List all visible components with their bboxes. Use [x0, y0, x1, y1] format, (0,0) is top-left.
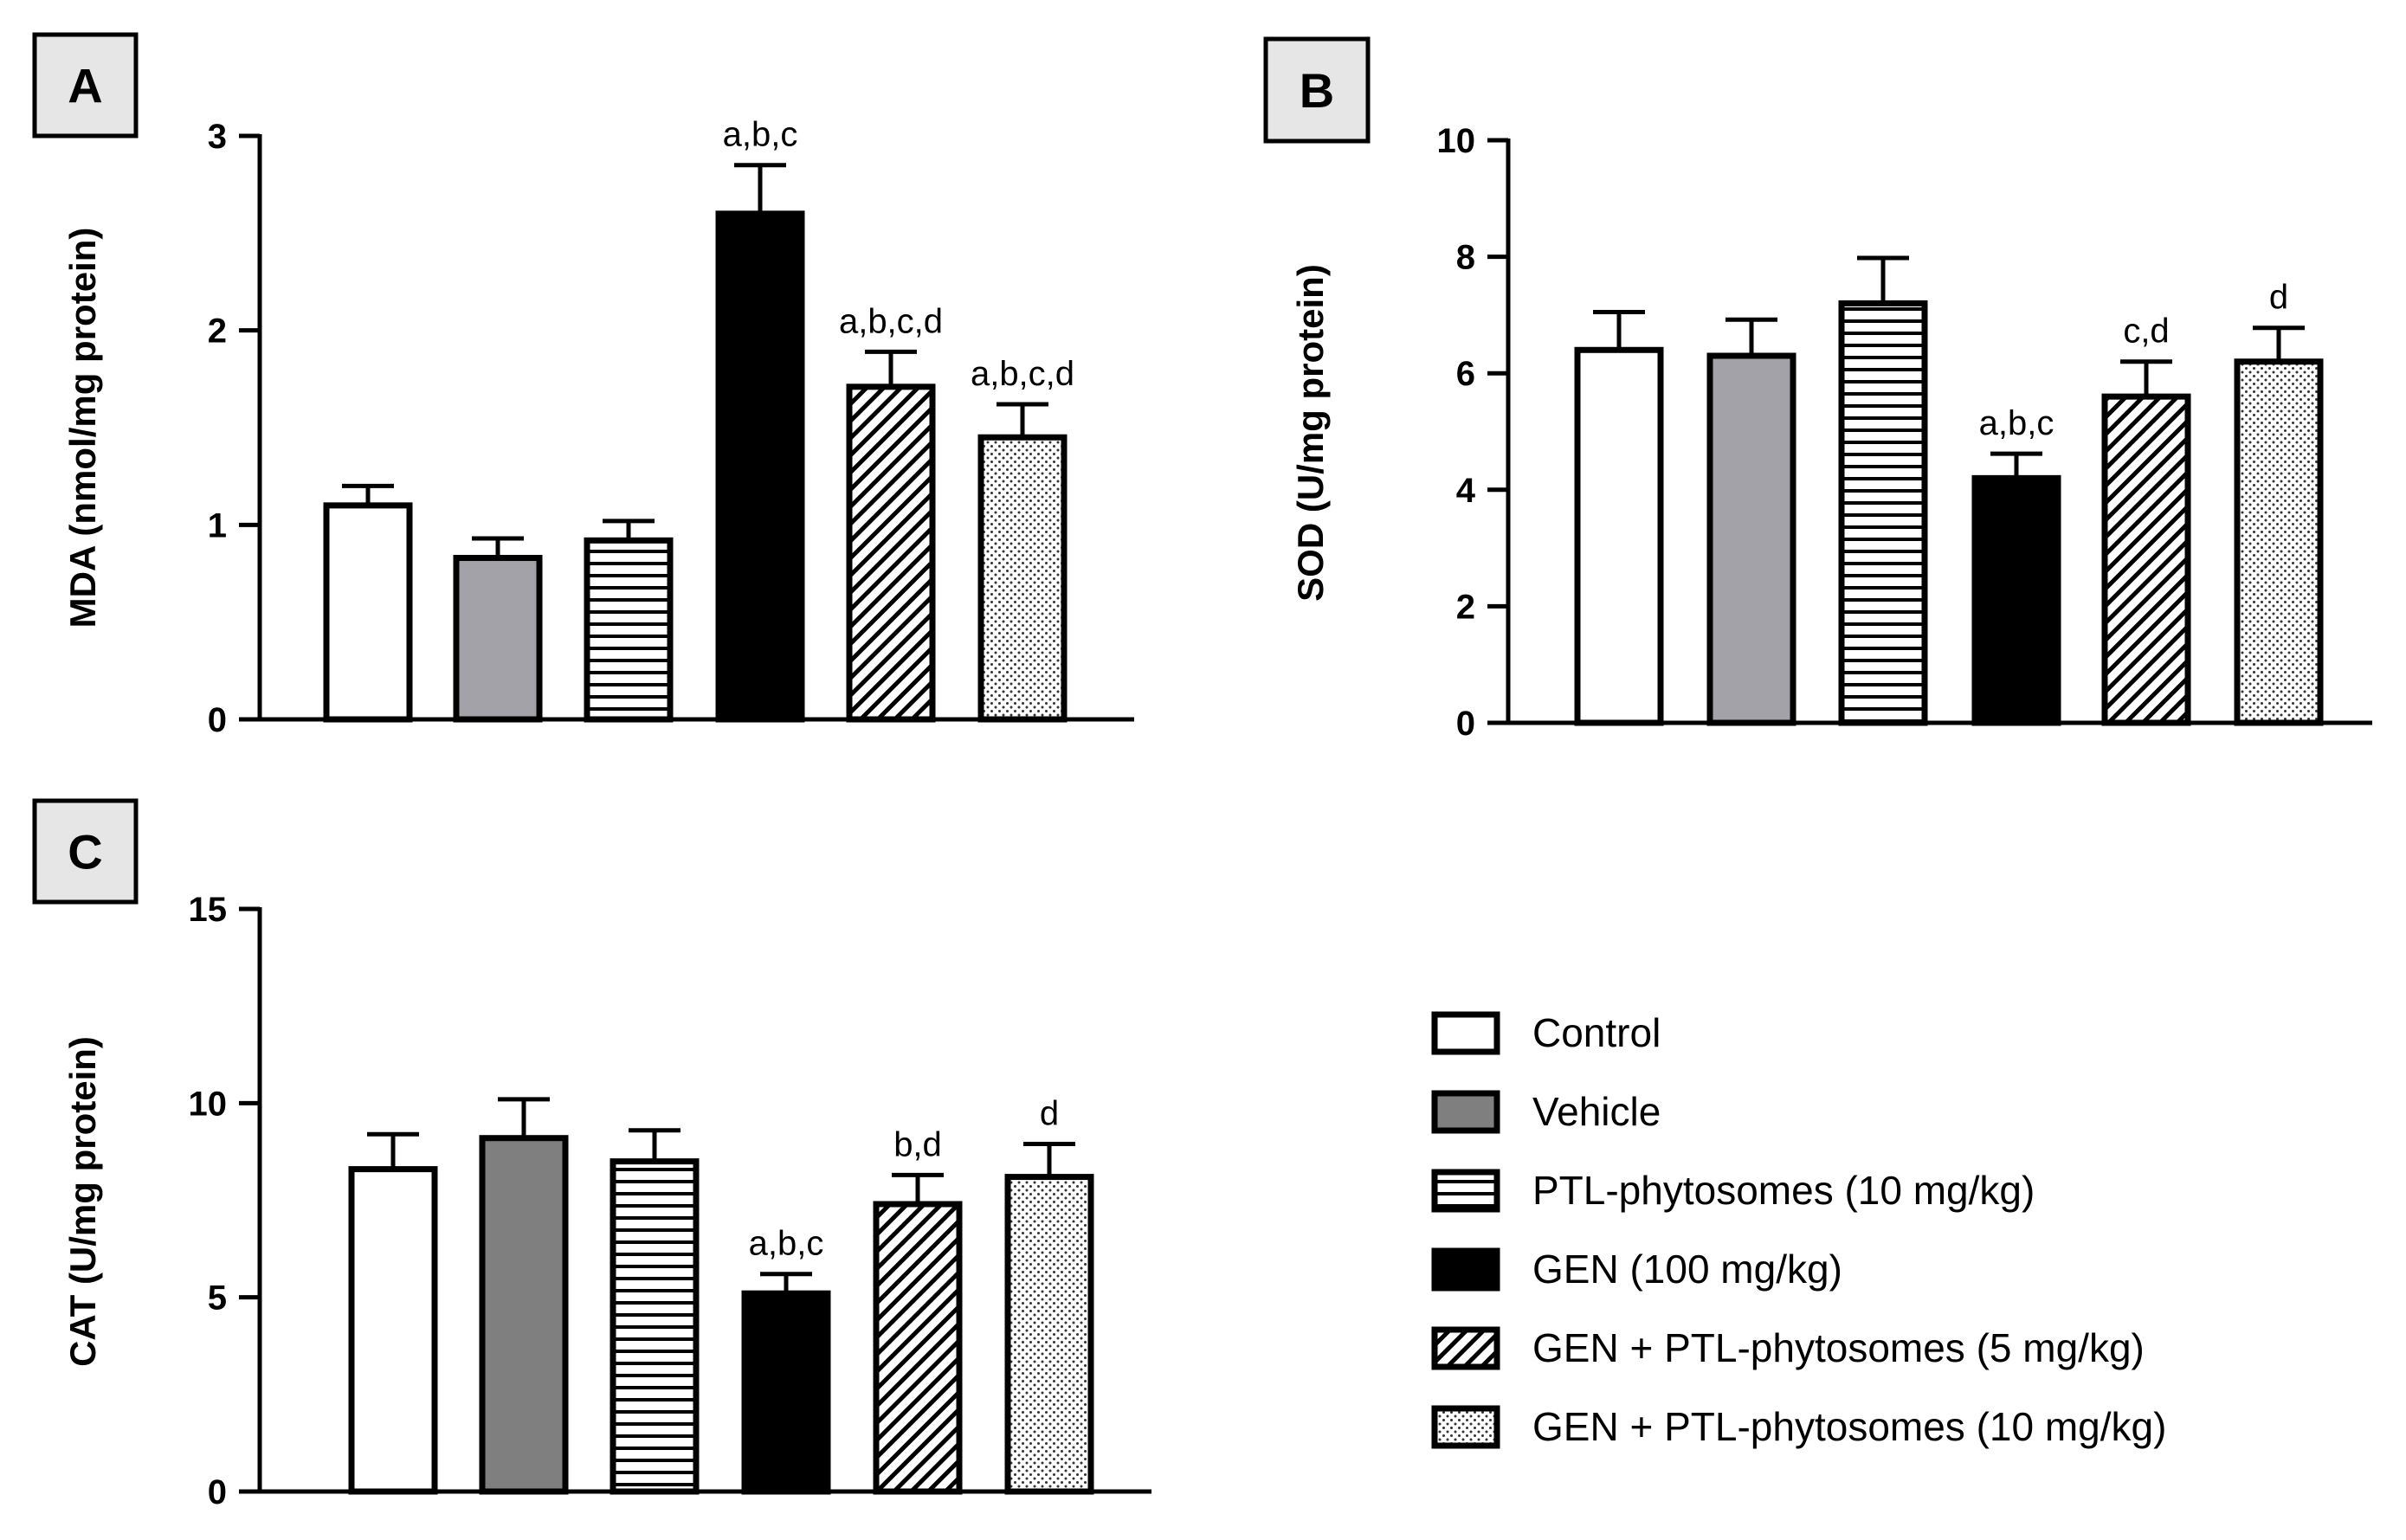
legend-swatch-vehicle	[1431, 1090, 1500, 1134]
panel-label: A	[68, 59, 102, 113]
panel-label-box	[1263, 36, 1371, 144]
significance-label-4: c,d	[2123, 313, 2169, 351]
bar-0	[348, 1166, 438, 1495]
y-tick-label: 0	[208, 1473, 227, 1511]
significance-label-3: a,b,c	[723, 116, 798, 154]
y-tick-label: 15	[189, 891, 228, 929]
legend-label-vehicle: Vehicle	[1532, 1089, 1661, 1134]
bar-5	[1004, 1174, 1094, 1495]
significance-label-5: d	[1040, 1094, 1059, 1132]
legend-label-control: Control	[1532, 1010, 1661, 1055]
bar-3	[1971, 474, 2061, 726]
legend-label-ptl10: PTL-phytosomes (10 mg/kg)	[1532, 1168, 2035, 1213]
legend-label-gen-ptl5: GEN + PTL-phytosomes (5 mg/kg)	[1532, 1325, 2145, 1370]
significance-label-3: a,b,c	[749, 1225, 824, 1263]
y-tick-label: 0	[1456, 705, 1475, 743]
y-tick-label: 10	[1437, 122, 1476, 160]
significance-label-4: a,b,c,d	[839, 302, 943, 340]
bar-1	[479, 1135, 569, 1495]
y-tick-label: 4	[1456, 472, 1476, 510]
significance-label-5: d	[2269, 279, 2288, 317]
y-tick-label: 2	[1456, 588, 1475, 626]
bar-4	[2101, 393, 2191, 726]
y-tick-label: 8	[1456, 239, 1475, 277]
legend-label-gen-ptl10: GEN + PTL-phytosomes (10 mg/kg)	[1532, 1404, 2166, 1449]
significance-label-4: b,d	[893, 1125, 942, 1163]
chart-panel-c: C CAT (U/mg protein) 0 5 10 15 a,b,c b,d d	[32, 798, 1151, 1511]
legend-swatch-control	[1431, 1011, 1500, 1055]
legend: Control Vehicle PTL-phytosomes (10 mg/kg…	[1431, 1010, 2166, 1449]
chart-panel-a: A MDA (nmol/mg protein) 0 1 2 3 a,b,c a,b,c,d a,…	[32, 32, 1134, 739]
legend-swatch-ptl10	[1431, 1169, 1500, 1213]
y-tick-label: 3	[208, 118, 227, 156]
y-tick-label: 6	[1456, 355, 1475, 393]
y-tick-label: 5	[208, 1279, 227, 1318]
bar-0	[323, 502, 413, 723]
bar-5	[977, 434, 1068, 723]
chart-panel-b: B SOD (U/mg protein) 0 2 4 6 8 10 a,b,c c,d d	[1263, 36, 2372, 743]
legend-swatch-gen-ptl5	[1431, 1326, 1500, 1370]
bar-2	[584, 537, 674, 723]
panel-label: B	[1300, 63, 1334, 118]
bar-4	[846, 383, 936, 723]
legend-label-gen: GEN (100 mg/kg)	[1532, 1247, 1842, 1292]
y-tick-label: 10	[189, 1085, 228, 1123]
bar-1	[1706, 352, 1796, 726]
y-axis-title: SOD (U/mg protein)	[1290, 264, 1331, 602]
bar-3	[741, 1290, 831, 1495]
y-tick-label: 1	[208, 506, 227, 544]
y-tick-label: 2	[208, 313, 227, 351]
legend-swatch-gen	[1431, 1247, 1500, 1292]
bar-5	[2234, 358, 2324, 726]
panel-label-box	[32, 32, 139, 139]
significance-label-3: a,b,c	[1979, 404, 2054, 442]
bar-2	[610, 1158, 700, 1495]
bar-2	[1838, 300, 1928, 726]
bar-4	[873, 1201, 963, 1495]
y-axis-title: CAT (U/mg protein)	[62, 1036, 103, 1367]
panel-label: C	[68, 825, 102, 880]
bar-1	[453, 555, 543, 723]
significance-label-5: a,b,c,d	[971, 355, 1074, 393]
panel-label-box	[32, 798, 139, 905]
bar-3	[715, 210, 805, 723]
bar-0	[1574, 346, 1664, 726]
y-tick-label: 0	[208, 701, 227, 739]
legend-swatch-gen-ptl10	[1431, 1405, 1500, 1449]
y-axis-title: MDA (nmol/mg protein)	[62, 228, 103, 628]
